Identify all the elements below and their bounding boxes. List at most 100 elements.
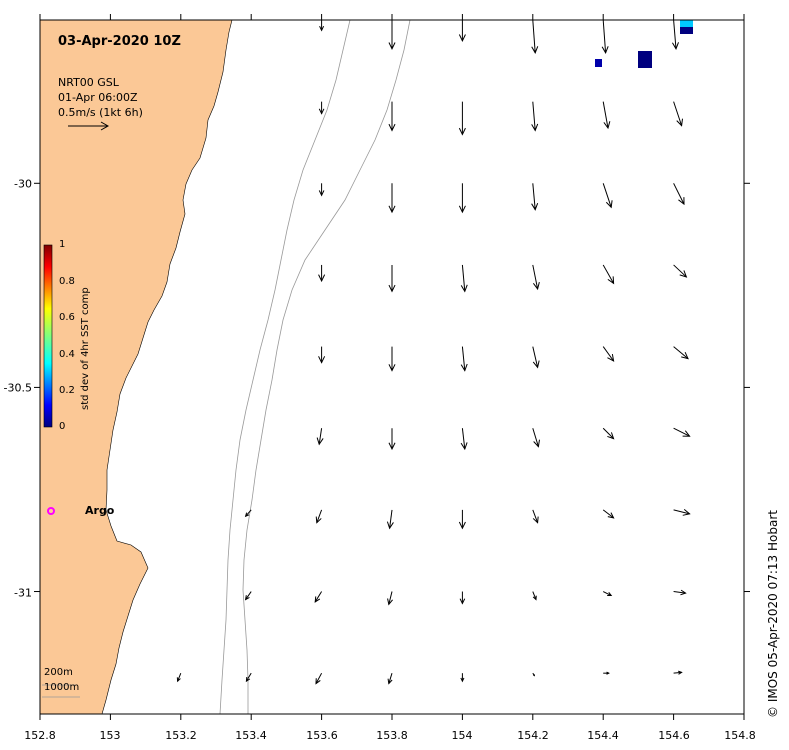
contour-1000m (242, 20, 411, 714)
contour-label-200m: 200m (44, 667, 73, 678)
colorbar-tick: 0.2 (59, 385, 75, 396)
current-vector (532, 509, 539, 524)
current-vector (388, 346, 396, 372)
current-vector (318, 346, 326, 364)
current-vector (460, 428, 468, 451)
contour-label-1000m: 1000m (44, 682, 80, 693)
current-vector (673, 589, 687, 596)
current-vector (531, 101, 539, 132)
current-vector (387, 591, 393, 606)
x-tick-label: 154.8 (724, 729, 756, 742)
current-vector (673, 101, 683, 127)
current-vector (532, 672, 536, 677)
current-vector (532, 346, 540, 369)
current-vector (244, 509, 252, 518)
current-vector (388, 428, 396, 451)
sst-patch (638, 51, 652, 68)
current-vector (602, 346, 615, 362)
current-vector (532, 591, 537, 601)
current-vector (673, 670, 683, 675)
current-vector (458, 101, 466, 136)
current-vector (602, 264, 615, 285)
product-time-label: 01-Apr 06:00Z (58, 91, 138, 104)
current-vector (602, 509, 615, 519)
current-vector (388, 101, 396, 132)
current-vector (386, 509, 394, 530)
current-vector (314, 591, 323, 603)
current-vector (318, 183, 325, 197)
current-vector (603, 671, 610, 675)
current-vector (673, 427, 691, 437)
current-vector (176, 672, 182, 683)
x-tick-label: 153.2 (165, 729, 197, 742)
tick-marks (34, 14, 750, 720)
colorbar-title: std dev of 4hr SST comp (80, 287, 91, 410)
colorbar-tick: 0.8 (59, 276, 75, 287)
current-vector (460, 346, 468, 372)
argo-label: Argo (85, 504, 115, 517)
product-label: NRT00 GSL (58, 76, 119, 89)
colorbar-tick: 0.4 (59, 349, 75, 360)
current-vector (315, 672, 323, 685)
current-vector (601, 20, 609, 54)
current-vector (672, 20, 679, 50)
x-tick-label: 154 (451, 729, 473, 742)
colorbar-tick: 0.6 (59, 312, 75, 323)
scale-arrow (68, 121, 110, 131)
x-tick-label: 153.8 (376, 729, 408, 742)
current-vectors (176, 20, 691, 685)
current-vector (602, 427, 615, 440)
x-tick-label: 153.6 (306, 729, 338, 742)
sst-patch (595, 59, 602, 67)
x-tick-label: 153.4 (235, 729, 267, 742)
sst-patch (680, 20, 693, 27)
current-vector (602, 591, 613, 597)
current-vector (388, 264, 396, 293)
current-vector (388, 183, 396, 214)
current-vector (602, 101, 611, 130)
colorbar-tick: 0 (59, 421, 66, 432)
current-vector (318, 101, 325, 115)
current-vector (673, 264, 688, 278)
current-vector (460, 673, 465, 683)
colorbar (43, 244, 53, 428)
argo-marker (47, 507, 55, 515)
x-tick-label: 154.2 (517, 729, 549, 742)
current-vector (673, 509, 691, 516)
credit-label: © IMOS 05-Apr-2020 07:13 Hobart (766, 510, 780, 718)
current-vector (458, 509, 466, 530)
colorbar-tick: 1 (59, 239, 66, 250)
current-vector (315, 509, 323, 524)
current-vector (602, 183, 613, 209)
x-tick-label: 153 (99, 729, 121, 742)
current-vector (458, 20, 466, 42)
current-vector (673, 346, 689, 360)
sst-patch (680, 27, 693, 34)
contour-200m (219, 20, 351, 714)
x-tick-label: 154.6 (658, 729, 690, 742)
current-vector (532, 264, 540, 291)
current-vector (531, 183, 539, 211)
y-tick-label: -30 (14, 177, 32, 191)
current-vector (244, 591, 252, 601)
y-tick-label: -31 (14, 586, 32, 600)
current-vector (318, 264, 326, 283)
current-vector (531, 20, 539, 54)
current-vector (458, 183, 466, 214)
scale-label: 0.5m/s (1kt 6h) (58, 106, 143, 119)
current-vector (673, 183, 685, 206)
current-vector (316, 428, 324, 446)
current-vector (460, 264, 468, 293)
current-vector (319, 20, 325, 32)
current-vector (387, 673, 393, 685)
land-coast (40, 20, 233, 714)
x-tick-label: 152.8 (24, 729, 56, 742)
current-vector (532, 428, 540, 448)
x-tick-label: 154.4 (587, 729, 619, 742)
current-vector (245, 672, 252, 683)
y-tick-label: -30.5 (3, 381, 32, 395)
current-vector (459, 591, 466, 605)
current-vector (388, 20, 396, 50)
date-label: 03-Apr-2020 10Z (58, 34, 181, 49)
